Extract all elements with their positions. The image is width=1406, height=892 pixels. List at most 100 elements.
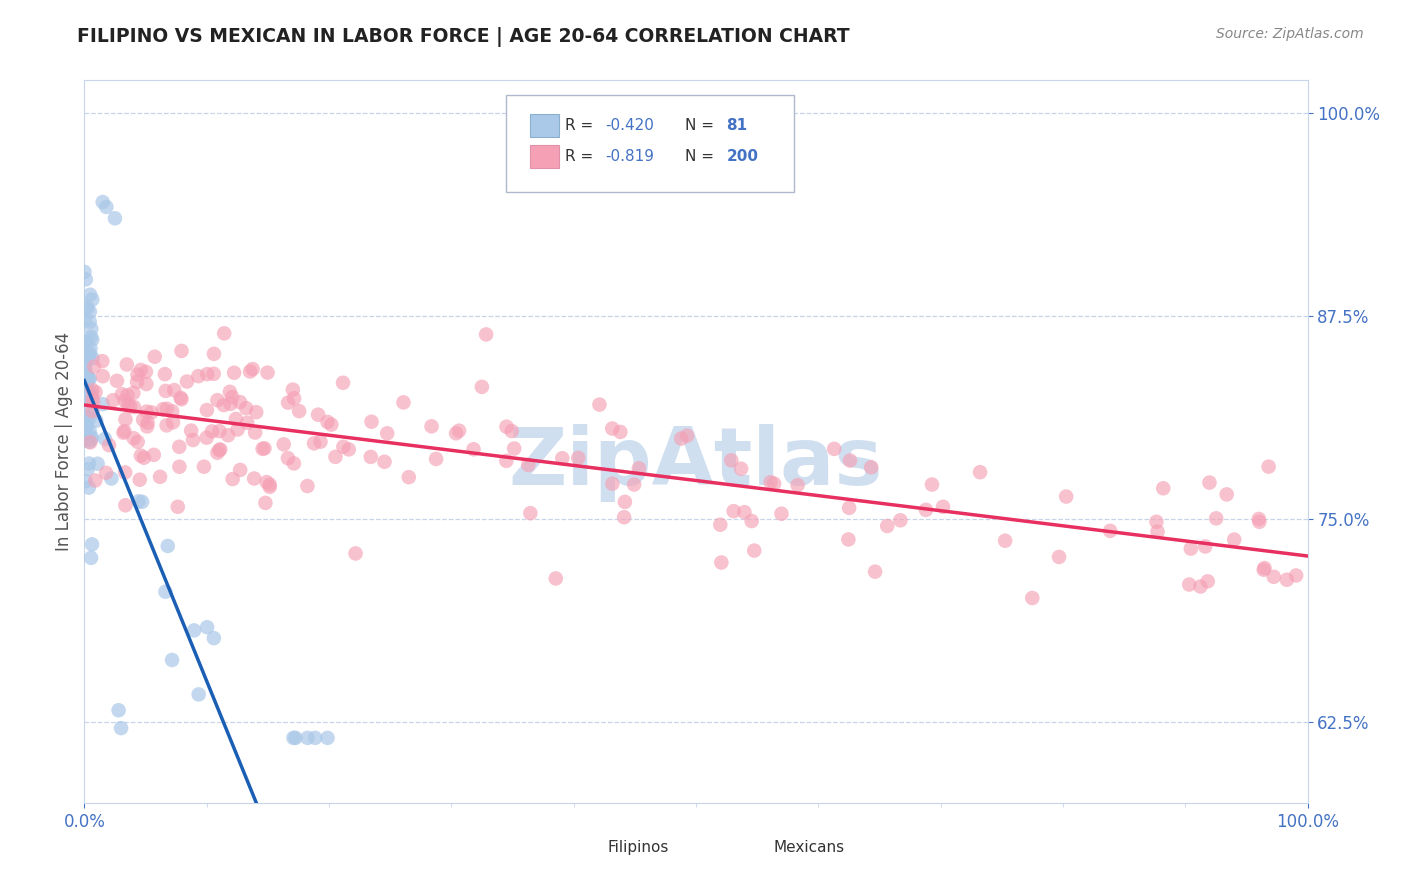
Text: Mexicans: Mexicans — [773, 840, 844, 855]
Point — [425, 452, 447, 467]
Point — [77, 481, 100, 495]
Point — [183, 624, 205, 638]
Point — [283, 457, 305, 471]
Point — [122, 400, 145, 414]
Text: N =: N = — [685, 149, 718, 163]
Point — [195, 367, 218, 381]
Point — [132, 413, 155, 427]
Point — [79, 411, 101, 425]
Point — [75, 362, 97, 376]
Point — [110, 721, 132, 735]
Point — [209, 442, 232, 457]
Point — [259, 477, 281, 491]
Point — [153, 367, 176, 381]
Point — [129, 449, 152, 463]
Point — [495, 419, 517, 434]
Point — [155, 418, 177, 433]
FancyBboxPatch shape — [572, 836, 602, 859]
Point — [229, 463, 252, 477]
Point — [1146, 524, 1168, 539]
Point — [932, 500, 955, 514]
Point — [117, 398, 139, 412]
Point — [503, 442, 526, 456]
Point — [122, 386, 145, 401]
Point — [75, 300, 97, 314]
Point — [236, 416, 259, 430]
Point — [91, 397, 114, 411]
Point — [80, 432, 103, 446]
Point — [132, 450, 155, 465]
Point — [91, 354, 114, 368]
Point — [122, 431, 145, 445]
Point — [75, 474, 97, 488]
Point — [1152, 481, 1174, 495]
Point — [627, 461, 650, 475]
Point — [94, 466, 117, 480]
Point — [283, 731, 305, 745]
Point — [79, 287, 101, 301]
Text: Filipinos: Filipinos — [607, 840, 669, 855]
Point — [1275, 573, 1298, 587]
Point — [863, 565, 886, 579]
Point — [169, 440, 191, 454]
Point — [742, 543, 765, 558]
Point — [117, 388, 139, 402]
Point — [201, 425, 224, 439]
Point — [141, 405, 163, 419]
Point — [163, 383, 186, 397]
Point — [337, 442, 360, 457]
Point — [1215, 487, 1237, 501]
Point — [169, 391, 191, 405]
Point — [75, 417, 97, 432]
Point — [82, 395, 104, 409]
Point — [127, 434, 149, 449]
Point — [202, 631, 225, 645]
Point — [1247, 512, 1270, 526]
Point — [277, 451, 299, 466]
Point — [297, 731, 319, 745]
Point — [79, 346, 101, 360]
Point — [623, 477, 645, 491]
Point — [111, 387, 134, 401]
Point — [176, 375, 198, 389]
Point — [219, 397, 242, 411]
Point — [444, 426, 467, 441]
Point — [273, 437, 295, 451]
Point — [373, 455, 395, 469]
Point — [212, 398, 235, 412]
Point — [77, 373, 100, 387]
Point — [471, 380, 494, 394]
Point — [77, 457, 100, 471]
Point — [114, 466, 136, 480]
Point — [1198, 475, 1220, 490]
FancyBboxPatch shape — [530, 145, 560, 168]
Point — [229, 395, 252, 409]
Point — [838, 500, 860, 515]
Point — [80, 430, 103, 444]
Point — [475, 327, 498, 342]
Point — [114, 393, 136, 408]
Point — [1047, 549, 1070, 564]
Point — [75, 434, 97, 448]
Point — [1099, 524, 1122, 538]
Point — [325, 450, 347, 464]
Point — [889, 513, 911, 527]
Point — [73, 265, 96, 279]
Point — [76, 420, 98, 434]
Point — [75, 378, 97, 392]
Point — [75, 410, 97, 425]
Point — [114, 412, 136, 426]
Point — [76, 301, 98, 315]
Point — [76, 462, 98, 476]
Point — [82, 392, 104, 406]
Point — [91, 369, 114, 384]
Point — [80, 537, 103, 551]
Point — [253, 442, 276, 456]
Point — [105, 374, 128, 388]
Point — [600, 421, 623, 435]
Point — [82, 351, 104, 366]
Point — [112, 425, 135, 440]
Point — [398, 470, 420, 484]
Point — [837, 533, 859, 547]
Point — [613, 495, 636, 509]
